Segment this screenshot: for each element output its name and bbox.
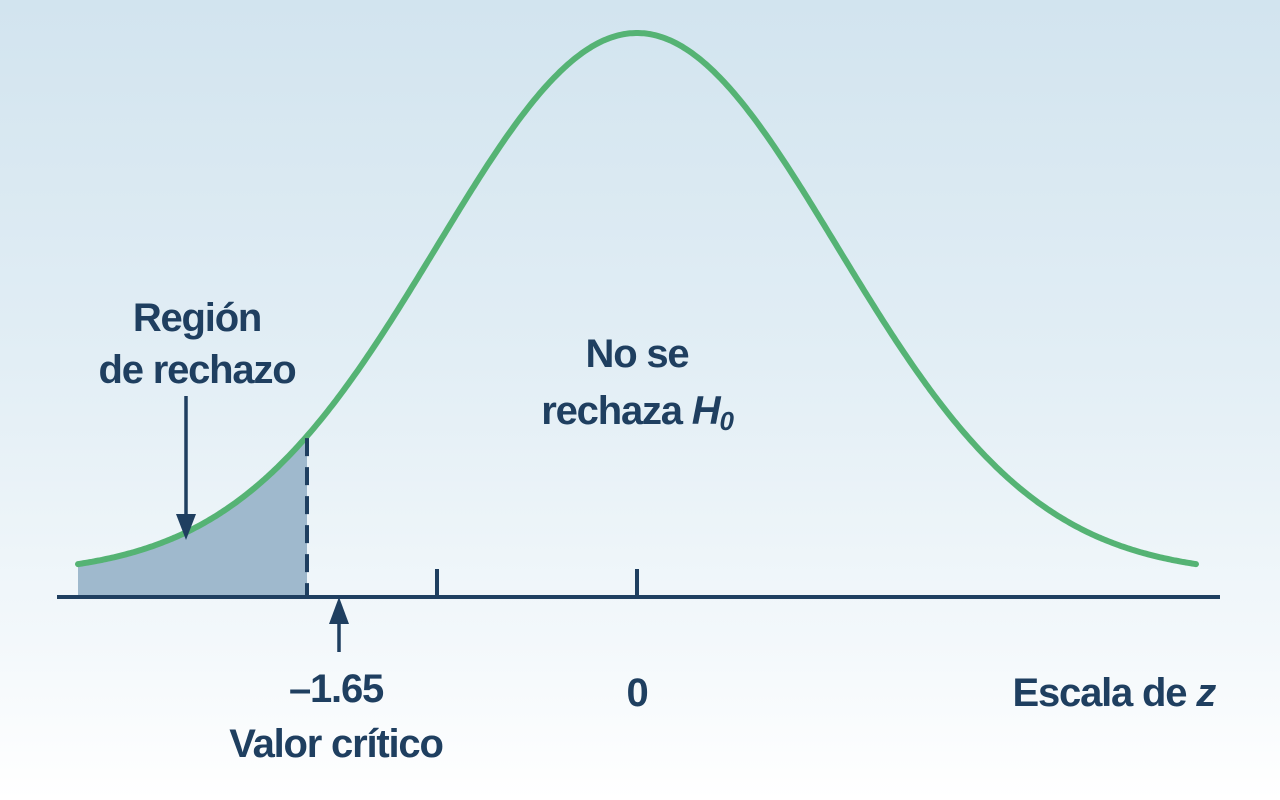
rejection-region-arrow (176, 396, 196, 540)
critical-value-caption: Valor crítico (229, 722, 442, 766)
axis-variable: z (1195, 671, 1216, 715)
non-rejection-text: rechaza (541, 389, 692, 433)
critical-value-arrow (329, 597, 349, 652)
normal-curve (75, 30, 1199, 568)
null-hypothesis-symbol: H (692, 389, 722, 433)
rejection-region-label-line1: Región (133, 296, 261, 340)
rejection-region-label-line2: de rechazo (99, 348, 296, 392)
null-hypothesis-subscript: 0 (719, 406, 734, 436)
axis-ticks (435, 569, 639, 597)
axis-title: Escala de z (1013, 671, 1217, 715)
rejection-region-area (78, 436, 307, 597)
critical-value-number: –1.65 (289, 667, 384, 711)
non-rejection-label-line1: No se (586, 332, 689, 376)
non-rejection-label-line2: rechaza H0 (541, 389, 734, 436)
mean-zero-label: 0 (626, 671, 647, 715)
axis-title-text: Escala de (1013, 671, 1197, 715)
